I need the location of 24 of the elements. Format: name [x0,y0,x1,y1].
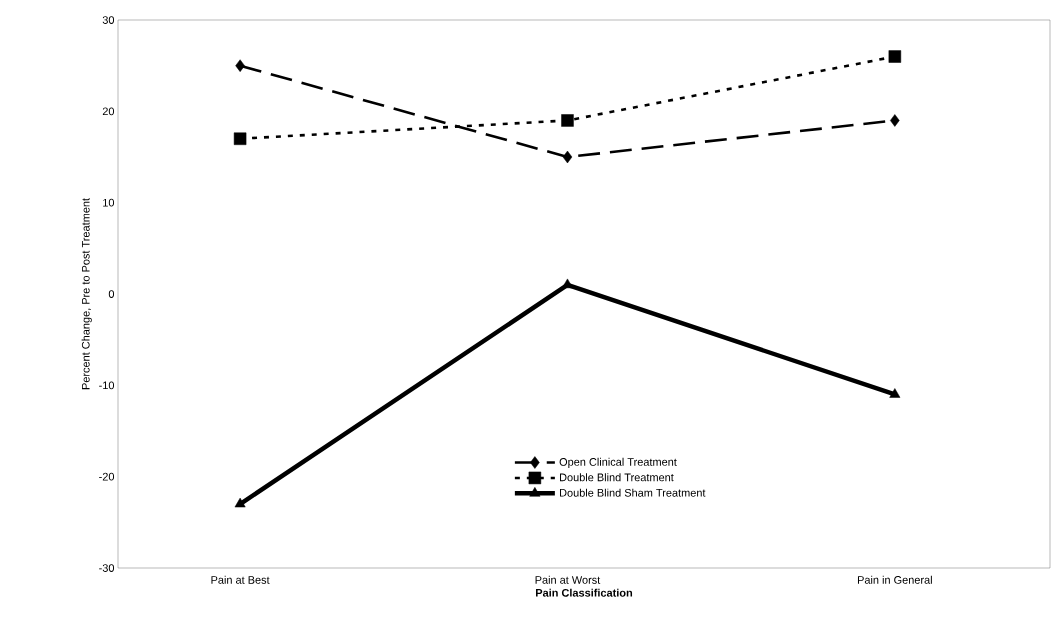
point [234,497,246,508]
point [889,388,901,398]
point [235,59,245,72]
y-tick-label: 20 [102,107,115,116]
y-tick-label: 0 [108,290,115,298]
x-tick-label: Pain in General [857,575,932,584]
y-tick-label: -20 [99,472,115,481]
point [890,114,900,127]
point [562,278,573,289]
x-axis-title: Pain Classification [536,588,633,597]
legend-label: Double Blind Sham Treatment [560,488,706,497]
y-tick-label: 10 [103,198,115,207]
y-tick-label: -30 [99,564,115,572]
y-tick-label: 30 [102,16,115,24]
y-axis-title: Percent Change, Pre to Post Treatment [81,198,92,390]
x-tick-label: Pain at Worst [535,575,601,584]
legend-label: Open Clinical Treatment [559,457,677,468]
legend-label: Double Blind Treatment [560,473,674,482]
point [562,150,573,164]
y-tick-label: -10 [99,381,115,390]
point [561,114,574,127]
x-tick-label: Pain at Best [211,575,270,584]
point [888,50,902,63]
point [233,132,247,145]
